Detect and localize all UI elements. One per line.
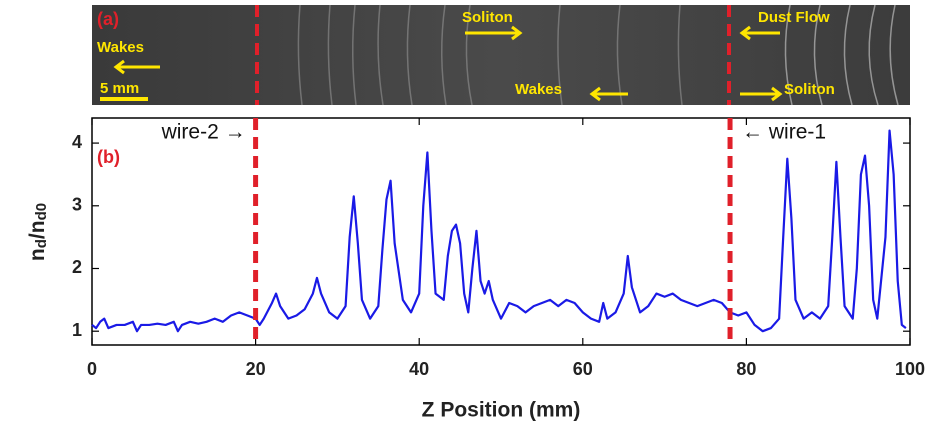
panel-label: (a) bbox=[97, 9, 119, 29]
y-axis-label-part: /n bbox=[26, 220, 49, 239]
y-axis-label-part: n bbox=[26, 248, 49, 261]
annotation: Soliton bbox=[462, 9, 513, 26]
arrow bbox=[740, 86, 783, 102]
wire-label: wire-2 → bbox=[161, 121, 246, 144]
plot-frame bbox=[91, 117, 911, 346]
y-tick-label: 1 bbox=[72, 320, 82, 340]
annotation: Wakes bbox=[515, 81, 562, 98]
annotation: Dust Flow bbox=[758, 9, 830, 26]
x-tick-label: 40 bbox=[409, 359, 429, 379]
image-panel: (a) Wakes 5 mm Soliton Dust Flow Wakes S… bbox=[92, 4, 910, 106]
arrow bbox=[739, 25, 780, 41]
y-axis-label-part: d0 bbox=[33, 203, 50, 221]
y-axis-label-part: d bbox=[33, 239, 50, 248]
streaks bbox=[297, 4, 899, 106]
arrow bbox=[113, 59, 160, 75]
x-tick-label: 100 bbox=[895, 359, 925, 379]
scale-bar bbox=[100, 97, 148, 101]
x-tick-label: 80 bbox=[736, 359, 756, 379]
x-tick-label: 0 bbox=[87, 359, 97, 379]
y-tick-label: 2 bbox=[72, 257, 82, 277]
annotation: Wakes bbox=[97, 39, 144, 56]
x-tick-label: 60 bbox=[573, 359, 593, 379]
y-tick-label: 3 bbox=[72, 195, 82, 215]
wire-label: ← wire-1 bbox=[742, 121, 826, 144]
plot: (b) Z Position (mm) nd/nd0 bbox=[26, 117, 911, 422]
scale-bar-label: 5 mm bbox=[100, 80, 139, 97]
panel-label: (b) bbox=[97, 147, 120, 167]
arrow bbox=[465, 25, 523, 41]
annotation: Soliton bbox=[784, 81, 835, 98]
data-line bbox=[91, 129, 907, 333]
arrow bbox=[589, 86, 628, 102]
y-tick-label: 4 bbox=[72, 132, 82, 152]
x-axis-label: Z Position (mm) bbox=[422, 399, 581, 422]
y-axis-label: nd/nd0 bbox=[26, 203, 51, 261]
x-tick-label: 20 bbox=[246, 359, 266, 379]
